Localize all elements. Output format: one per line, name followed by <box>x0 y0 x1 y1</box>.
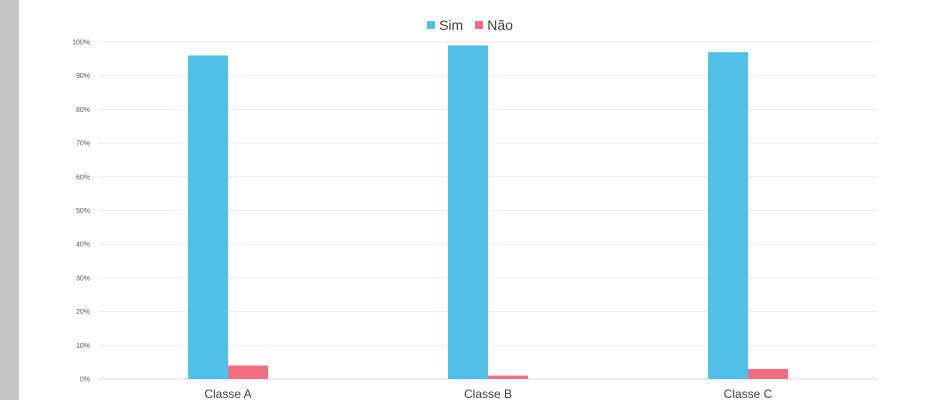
legend-label-nao: Não <box>487 17 513 33</box>
y-tick-label: 40% <box>76 242 90 249</box>
bar-nao-1 <box>488 375 528 379</box>
bar-sim-1 <box>448 45 488 380</box>
y-tick-label: 80% <box>76 107 90 114</box>
left-edge-strip <box>0 0 19 400</box>
y-tick-label: 60% <box>76 174 90 181</box>
y-tick-label: 10% <box>76 343 90 350</box>
bar-sim-2 <box>708 52 748 380</box>
legend-item-sim: Sim <box>427 17 463 33</box>
y-tick-label: 70% <box>76 141 90 148</box>
y-tick-label: 100% <box>72 40 90 47</box>
y-tick-label: 30% <box>76 275 90 282</box>
x-tick-label: Classe C <box>724 387 773 400</box>
y-tick-label: 90% <box>76 73 90 80</box>
legend-swatch-nao <box>475 21 484 29</box>
legend-swatch-sim <box>427 21 436 29</box>
legend-label-sim: Sim <box>439 17 464 33</box>
chart-legend: Sim Não <box>0 17 940 33</box>
y-tick-label: 0% <box>80 377 90 384</box>
x-tick-label: Classe B <box>464 387 512 400</box>
bar-sim-0 <box>188 55 228 379</box>
y-tick-label: 20% <box>76 309 90 316</box>
legend-item-nao: Não <box>475 17 513 33</box>
bar-nao-0 <box>228 365 268 379</box>
x-tick-label: Classe A <box>204 387 251 400</box>
y-tick-label: 50% <box>76 208 90 215</box>
bar-nao-2 <box>748 368 788 379</box>
